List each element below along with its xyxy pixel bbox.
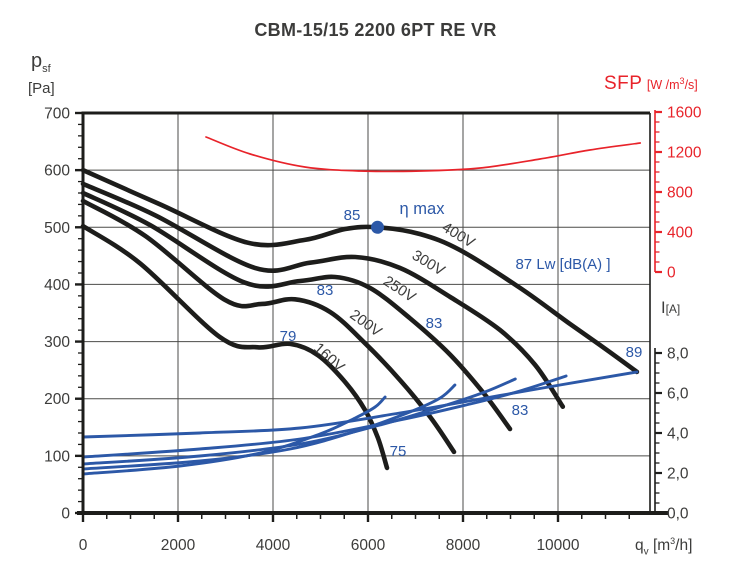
current-axis-unit: [A] [665, 302, 681, 316]
current-tick-label: 0,0 [667, 506, 689, 523]
sfp-axis-ticks: 0 400 800 1200 1600 [654, 105, 702, 282]
current-curve-I-400V [81, 370, 639, 439]
current-tick-label: 8,0 [667, 346, 689, 363]
sound-level-annotations: 85 83 79 83 87 Lw [dB(A) ] 89 83 75 [280, 207, 643, 460]
pressure-axis-symbol: p [31, 50, 43, 72]
pressure-axis-subscript: sf [42, 63, 51, 75]
annotation-label: 79 [280, 328, 297, 345]
flow-tick-label: 10000 [536, 537, 579, 554]
flow-tick-label: 8000 [446, 537, 481, 554]
plot-frame [77, 111, 668, 515]
voltage-label-160V: 160V [310, 340, 347, 376]
flow-axis-label: qv [m3/h] [635, 536, 692, 557]
chart-title: CBM-15/15 2200 6PT RE VR [254, 20, 497, 40]
pressure-tick-label: 400 [44, 277, 70, 294]
current-axis-label: I[A] [661, 299, 680, 318]
pressure-curves [80, 167, 640, 471]
current-tick-label: 2,0 [667, 466, 689, 483]
flow-tick-label: 0 [79, 537, 88, 554]
current-curves [81, 370, 639, 476]
pressure-curve-200V [80, 198, 457, 455]
pressure-tick-label: 300 [44, 334, 70, 351]
pressure-axis-label: psf [31, 50, 51, 75]
annotation-label: 75 [390, 443, 407, 460]
current-axis-ticks: 0,0 2,0 4,0 6,0 8,0 [654, 346, 689, 523]
pressure-axis-ticks: 0 100 200 300 400 500 600 700 [44, 106, 83, 523]
sfp-tick-label: 0 [667, 265, 676, 282]
current-curve-I-250V [81, 377, 517, 466]
current-curve-I-160V [81, 395, 387, 476]
current-curve-I-200V [81, 383, 457, 471]
sfp-tick-label: 800 [667, 185, 693, 202]
pressure-axis-unit: [Pa] [28, 80, 55, 97]
pressure-tick-label: 700 [44, 106, 70, 123]
voltage-label-200V: 200V [346, 306, 384, 340]
pressure-curve-300V [80, 181, 566, 409]
sfp-tick-label: 1600 [667, 105, 702, 122]
efficiency-max-label: η max [400, 200, 446, 218]
pressure-tick-label: 600 [44, 163, 70, 180]
flow-tick-label: 4000 [256, 537, 291, 554]
current-tick-label: 4,0 [667, 426, 689, 443]
sfp-axis-symbol: SFP [604, 73, 643, 94]
sfp-tick-label: 400 [667, 225, 693, 242]
flow-axis-subscript: v [643, 546, 649, 558]
sfp-tick-label: 1200 [667, 145, 702, 162]
annotation-label: 83 [512, 402, 529, 419]
annotation-label: 89 [626, 344, 643, 361]
current-tick-label: 6,0 [667, 386, 689, 403]
annotation-label: 83 [426, 315, 443, 332]
pressure-tick-label: 200 [44, 391, 70, 408]
pressure-curve-250V [80, 190, 513, 432]
pressure-curve-400V [80, 167, 640, 375]
efficiency-max-marker: η max [371, 200, 445, 234]
pressure-curve-160V [80, 223, 390, 471]
pressure-tick-label: 500 [44, 220, 70, 237]
pressure-tick-label: 100 [44, 448, 70, 465]
efficiency-max-dot [371, 220, 384, 234]
flow-tick-label: 6000 [351, 537, 386, 554]
flow-axis-symbol: q [635, 537, 644, 555]
sfp-axis-label: SFP [W /m3/s] [604, 73, 698, 95]
annotation-label: 87 Lw [dB(A) ] [515, 256, 610, 273]
voltage-label-400V: 400V [439, 219, 478, 252]
flow-axis-ticks: 0 2000 4000 6000 8000 10000 [79, 513, 630, 554]
annotation-label: 83 [317, 282, 334, 299]
annotation-label: 85 [344, 207, 361, 224]
sfp-axis-unit: [W /m3/s] [646, 75, 698, 92]
flow-tick-label: 2000 [161, 537, 196, 554]
current-axis-symbol: I [661, 299, 666, 317]
flow-axis-unit: [m3/h] [652, 536, 693, 555]
sfp-curve [205, 136, 642, 173]
pressure-tick-label: 0 [61, 506, 70, 523]
